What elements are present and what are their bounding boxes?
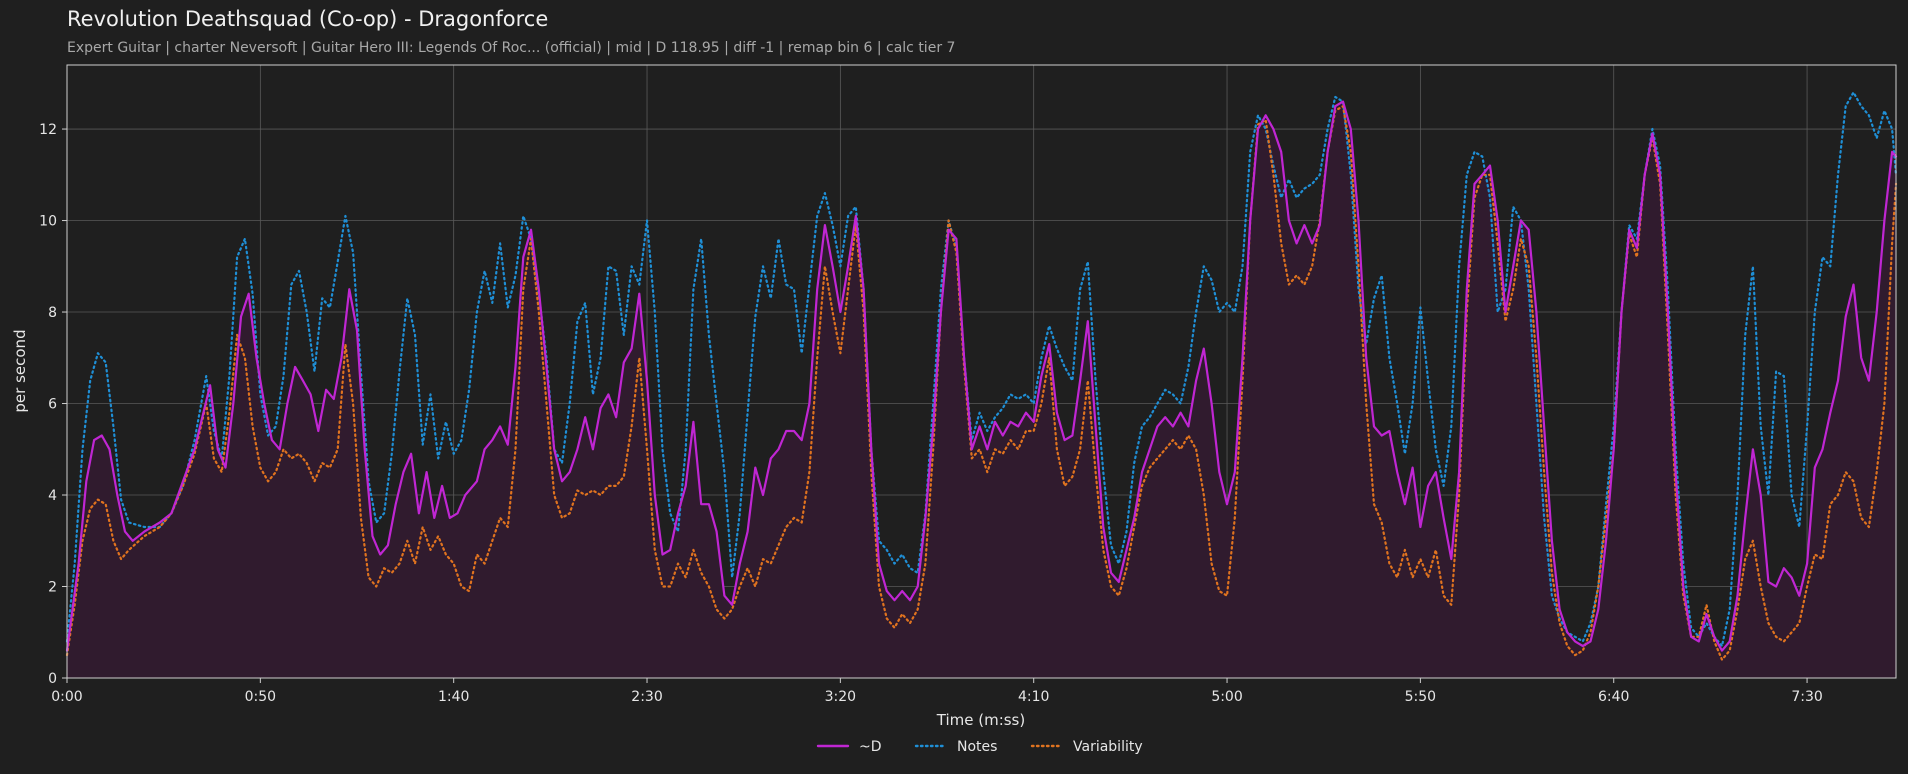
x-tick-label: 0:00 [51,689,82,705]
y-tick-label: 4 [48,488,57,504]
legend-item: ~D [816,739,882,755]
legend-label: Variability [1073,739,1143,755]
y-tick-label: 10 [39,214,57,230]
plot-border [66,64,1897,679]
x-tick-label: 1:40 [438,689,469,705]
y-axis-ticks: 0 2 4 6 8 10 12 [39,122,67,687]
series-line-d [65,100,1898,652]
d-area-fill [67,101,1896,679]
y-tick-label: 12 [39,122,57,138]
x-tick-label: 7:30 [1791,689,1822,705]
x-tick-label: 4:10 [1018,689,1049,705]
y-tick-label: 0 [48,671,57,687]
series-line-variability [65,105,1898,661]
legend-item: Notes [914,739,997,755]
x-tick-label: 0:50 [245,689,276,705]
x-tick-label: 5:50 [1405,689,1436,705]
x-tick-label: 3:20 [825,689,856,705]
x-axis-label: Time (m:ss) [936,711,1025,729]
legend: ~D Notes Variability [816,739,1143,755]
x-tick-label: 2:30 [631,689,662,705]
x-tick-label: 6:40 [1598,689,1629,705]
x-tick-label: 5:00 [1211,689,1242,705]
legend-item: Variability [1030,739,1143,755]
legend-label: ~D [859,739,882,755]
legend-label: Notes [957,739,997,755]
x-axis-ticks: 0:00 0:50 1:40 2:30 3:20 4:10 5:00 5:50 6:40 7:30 [51,678,1823,705]
chart-subtitle: Expert Guitar | charter Neversoft | Guit… [67,40,956,56]
y-axis-label: per second [11,329,29,412]
d-area [67,101,1896,679]
y-tick-label: 2 [48,580,57,596]
series-lines [65,91,1898,661]
y-tick-label: 6 [48,397,57,413]
y-tick-label: 8 [48,305,57,321]
chart-title: Revolution Deathsquad (Co-op) - Dragonfo… [67,7,549,31]
